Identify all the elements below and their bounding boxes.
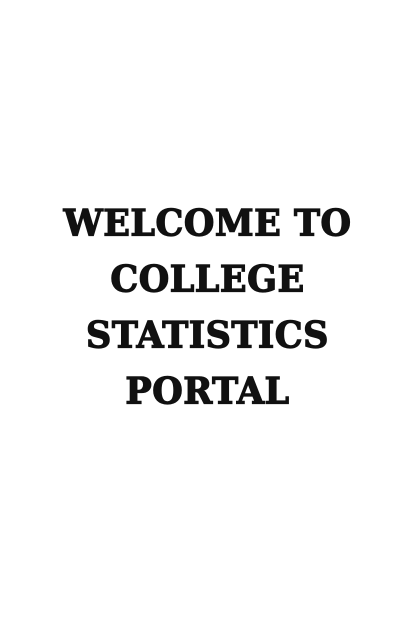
welcome-title-line-3: STATISTICS <box>85 313 329 357</box>
welcome-title-line-2: COLLEGE <box>110 257 305 301</box>
welcome-title: WELCOME TO COLLEGE STATISTICS PORTAL <box>0 196 409 420</box>
welcome-title-line-1: WELCOME TO <box>63 201 352 245</box>
welcome-title-line-4: PORTAL <box>125 369 290 413</box>
